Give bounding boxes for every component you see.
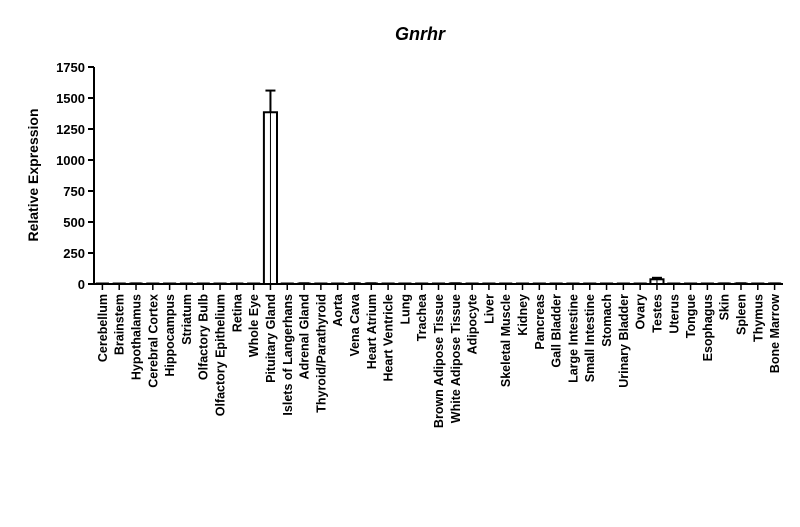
x-tick-label: Olfactory Bulb bbox=[197, 294, 211, 380]
x-tick-label: Stomach bbox=[600, 294, 614, 347]
x-tick-label: Small Intestine bbox=[583, 294, 597, 382]
x-tick-label: Trachea bbox=[415, 293, 429, 341]
x-tick-label: Lung bbox=[398, 294, 412, 325]
x-tick-label: Thyroid/Parathyroid bbox=[314, 294, 328, 413]
x-tick-label: Olfactory Epithelium bbox=[214, 294, 228, 416]
x-tick-label: Cerebellum bbox=[96, 294, 110, 362]
x-tick-label: Uterus bbox=[667, 294, 681, 334]
x-tick-label: Brainstem bbox=[113, 294, 127, 355]
y-tick-label: 0 bbox=[78, 277, 85, 292]
x-tick-label: Vena Cava bbox=[348, 293, 362, 357]
y-tick-label: 1000 bbox=[56, 153, 85, 168]
x-tick-label: Adrenal Gland bbox=[298, 294, 312, 379]
x-tick-label: Large Intestine bbox=[566, 294, 580, 383]
x-tick-label: Tongue bbox=[684, 294, 698, 338]
y-tick-label: 1250 bbox=[56, 122, 85, 137]
x-tick-label: Ovary bbox=[634, 294, 648, 329]
x-tick-label: Brown Adipose Tissue bbox=[432, 294, 446, 428]
x-tick-label: Thymus bbox=[751, 294, 765, 342]
x-tick-label: Retina bbox=[230, 293, 244, 332]
x-tick-label: Whole Eye bbox=[247, 294, 261, 357]
y-tick-label: 250 bbox=[63, 246, 85, 261]
x-tick-label: Pancreas bbox=[533, 294, 547, 350]
y-tick-label: 500 bbox=[63, 215, 85, 230]
x-tick-label: Skeletal Muscle bbox=[499, 294, 513, 387]
chart-title: Gnrhr bbox=[395, 24, 446, 44]
x-tick-label: Kidney bbox=[516, 294, 530, 336]
x-tick-label: White Adipose Tissue bbox=[449, 294, 463, 423]
x-tick-label: Urinary Bladder bbox=[617, 294, 631, 388]
y-tick-label: 750 bbox=[63, 184, 85, 199]
x-tick-label: Liver bbox=[482, 294, 496, 324]
x-tick-label: Pituitary Gland bbox=[264, 294, 278, 383]
x-tick-label: Skin bbox=[718, 294, 732, 320]
x-tick-label: Adipocyte bbox=[466, 294, 480, 354]
x-tick-label: Spleen bbox=[734, 294, 748, 335]
x-tick-label: Cerebral Cortex bbox=[146, 294, 160, 388]
bars bbox=[95, 89, 782, 286]
x-tick-label: Islets of Langerhans bbox=[281, 294, 295, 416]
x-axis: Cerebellum Brainstem Hypothalamus Cerebral … bbox=[94, 283, 783, 428]
x-tick-label: Striatum bbox=[180, 294, 194, 345]
x-tick-label: Heart Atrium bbox=[365, 294, 379, 369]
x-tick-label: Gall Bladder bbox=[550, 294, 564, 368]
x-tick-label: Aorta bbox=[331, 293, 345, 327]
x-tick-label: Bone Marrow bbox=[768, 294, 782, 373]
y-tick-label: 1500 bbox=[56, 91, 85, 106]
x-tick-label: Testes bbox=[650, 294, 664, 333]
y-axis-label: Relative Expression bbox=[25, 108, 41, 241]
x-tick-label: Heart Ventricle bbox=[382, 294, 396, 382]
x-tick-label: Hippocampus bbox=[163, 294, 177, 377]
x-tick-label: Esophagus bbox=[701, 294, 715, 361]
x-tick-label: Hypothalamus bbox=[130, 294, 144, 380]
y-axis: 0 250 500 750 1000 1250 1500 1750 bbox=[56, 60, 95, 292]
y-tick-label: 1750 bbox=[56, 60, 85, 75]
